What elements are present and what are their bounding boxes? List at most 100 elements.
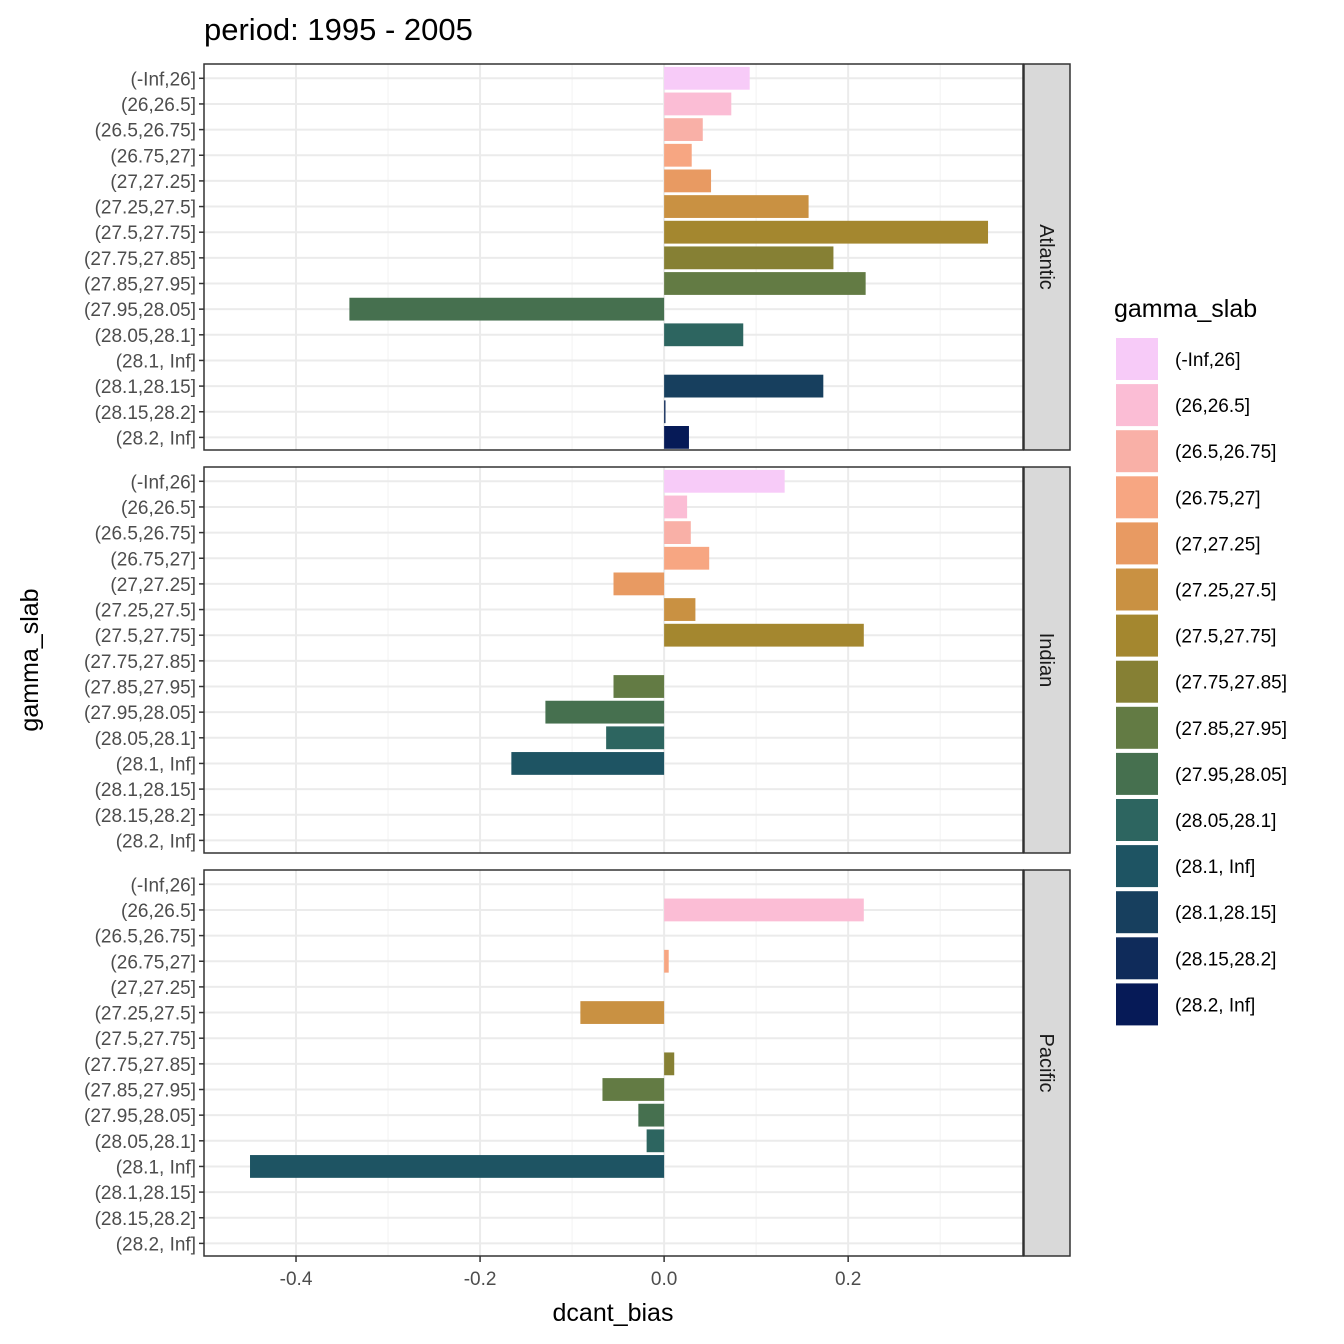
bar-atlantic-14: [664, 426, 689, 449]
bar-indian-2: [664, 521, 691, 544]
y-tick-label: (26.5,26.75]: [95, 927, 196, 948]
bar-indian-5: [664, 598, 696, 621]
panel-border: [203, 466, 1024, 854]
y-tick-label: (28.1, Inf]: [116, 754, 196, 775]
y-tick-label: (-Inf,26]: [131, 69, 196, 90]
bar-atlantic-1: [664, 92, 732, 116]
legend-items: (-Inf,26] (26,26.5] (26.5,26.75] (26.75,27]…: [1116, 338, 1287, 1026]
bar-atlantic-4: [664, 169, 712, 193]
legend-key: [1116, 799, 1158, 841]
y-tick-label: (27.85,27.95]: [84, 1081, 196, 1102]
bar-atlantic-10: [664, 323, 744, 347]
legend-key: [1116, 845, 1158, 888]
bar-indian-1: [664, 495, 688, 519]
y-tick-label: (26.5,26.75]: [95, 524, 196, 545]
y-tick-label: (27,27.25]: [110, 978, 196, 999]
bar-atlantic-12: [664, 374, 824, 398]
facet-strip-label: Pacific: [1035, 1034, 1057, 1093]
facet-strip-label: Atlantic: [1035, 224, 1057, 290]
legend-label: (27.25,27.5]: [1175, 581, 1276, 602]
x-tick-label: -0.4: [280, 1269, 313, 1290]
bar-indian-11: [511, 752, 665, 775]
legend-label: (28.05,28.1]: [1175, 811, 1276, 832]
legend-key: [1116, 614, 1158, 657]
legend-key: [1116, 430, 1158, 473]
bar-pacific-8: [602, 1078, 665, 1101]
legend-key: [1116, 476, 1158, 519]
x-axis-title: dcant_bias: [553, 1299, 674, 1327]
y-tick-label: (28.2, Inf]: [116, 1234, 196, 1255]
bar-atlantic-5: [664, 195, 809, 218]
y-tick-label: (27.25,27.5]: [95, 198, 196, 219]
x-tick-label: 0.0: [651, 1269, 677, 1290]
bar-indian-0: [664, 469, 785, 493]
legend-label: (27.75,27.85]: [1175, 673, 1287, 694]
facet-strip: [1023, 63, 1071, 451]
bar-atlantic-2: [664, 118, 703, 141]
bar-pacific-9: [638, 1103, 665, 1127]
y-tick-label: (28.1, Inf]: [116, 1157, 196, 1178]
bar-atlantic-7: [664, 246, 834, 270]
y-tick-label: (27.75,27.85]: [84, 652, 196, 673]
y-tick-label: (26.75,27]: [110, 549, 196, 570]
y-tick-label: (27.5,27.75]: [95, 223, 196, 244]
legend-label: (28.15,28.2]: [1175, 949, 1276, 970]
legend-label: (26.5,26.75]: [1175, 442, 1276, 463]
y-tick-label: (28.15,28.2]: [95, 403, 196, 424]
legend-title: gamma_slab: [1114, 295, 1257, 323]
bar-pacific-10: [646, 1129, 665, 1153]
y-tick-label: (27,27.25]: [110, 575, 196, 596]
y-tick-label: (27.5,27.75]: [95, 626, 196, 647]
facet-strip: [1023, 869, 1071, 1257]
legend-key: [1116, 983, 1158, 1026]
x-axis: -0.4 -0.2 0.0 0.2: [280, 1256, 861, 1290]
legend-key: [1116, 937, 1158, 980]
panels: (-Inf,26] (26,26.5] (26.5,26.75] (26.75,27]…: [84, 63, 1071, 1257]
y-tick-label: (28.15,28.2]: [95, 1209, 196, 1230]
legend-label: (28.2, Inf]: [1175, 995, 1255, 1016]
y-tick-label: (26,26.5]: [121, 498, 196, 519]
y-tick-label: (28.1,28.15]: [95, 377, 196, 398]
bar-atlantic-3: [664, 143, 692, 167]
y-tick-label: (-Inf,26]: [131, 472, 196, 493]
bar-indian-10: [606, 726, 665, 750]
y-tick-label: (26.75,27]: [110, 146, 196, 167]
legend-label: (28.1, Inf]: [1175, 857, 1255, 878]
legend-key: [1116, 891, 1158, 934]
y-tick-label: (-Inf,26]: [131, 875, 196, 896]
legend-key: [1116, 752, 1158, 795]
legend-key: [1116, 384, 1158, 427]
y-tick-label: (27.25,27.5]: [95, 1004, 196, 1025]
y-tick-label: (27.95,28.05]: [84, 703, 196, 724]
panel-border: [203, 869, 1024, 1257]
legend-key: [1116, 706, 1158, 749]
legend: gamma_slab (-Inf,26] (26,26.5] (26.5,26.75…: [1114, 295, 1287, 1026]
y-tick-label: (27.75,27.85]: [84, 1055, 196, 1076]
bar-pacific-5: [580, 1001, 665, 1024]
legend-key: [1116, 338, 1158, 380]
chart-title: period: 1995 - 2005: [204, 12, 473, 47]
legend-key: [1116, 568, 1158, 611]
bar-atlantic-0: [664, 66, 750, 90]
bar-indian-8: [613, 675, 665, 698]
facet-strip: [1023, 466, 1071, 854]
panel-border: [203, 63, 1024, 451]
bar-pacific-3: [664, 949, 669, 973]
y-tick-label: (27.25,27.5]: [95, 601, 196, 622]
y-tick-label: (27.95,28.05]: [84, 1106, 196, 1127]
y-axis-title: gamma_slab: [16, 588, 44, 731]
y-tick-label: (28.1,28.15]: [95, 1183, 196, 1204]
bar-indian-9: [545, 700, 665, 724]
legend-label: (26.75,27]: [1175, 488, 1261, 509]
x-tick-label: -0.2: [464, 1269, 497, 1290]
y-tick-label: (27.75,27.85]: [84, 249, 196, 270]
y-tick-label: (27.95,28.05]: [84, 300, 196, 321]
y-tick-label: (27.85,27.95]: [84, 275, 196, 296]
bar-pacific-11: [250, 1155, 665, 1178]
facet-strip-label: Indian: [1035, 633, 1057, 688]
bar-atlantic-13: [664, 400, 666, 424]
y-tick-label: (26.75,27]: [110, 952, 196, 973]
bar-pacific-1: [664, 898, 864, 922]
panel-indian: (-Inf,26] (26,26.5] (26.5,26.75] (26.75,27]…: [84, 466, 1071, 854]
